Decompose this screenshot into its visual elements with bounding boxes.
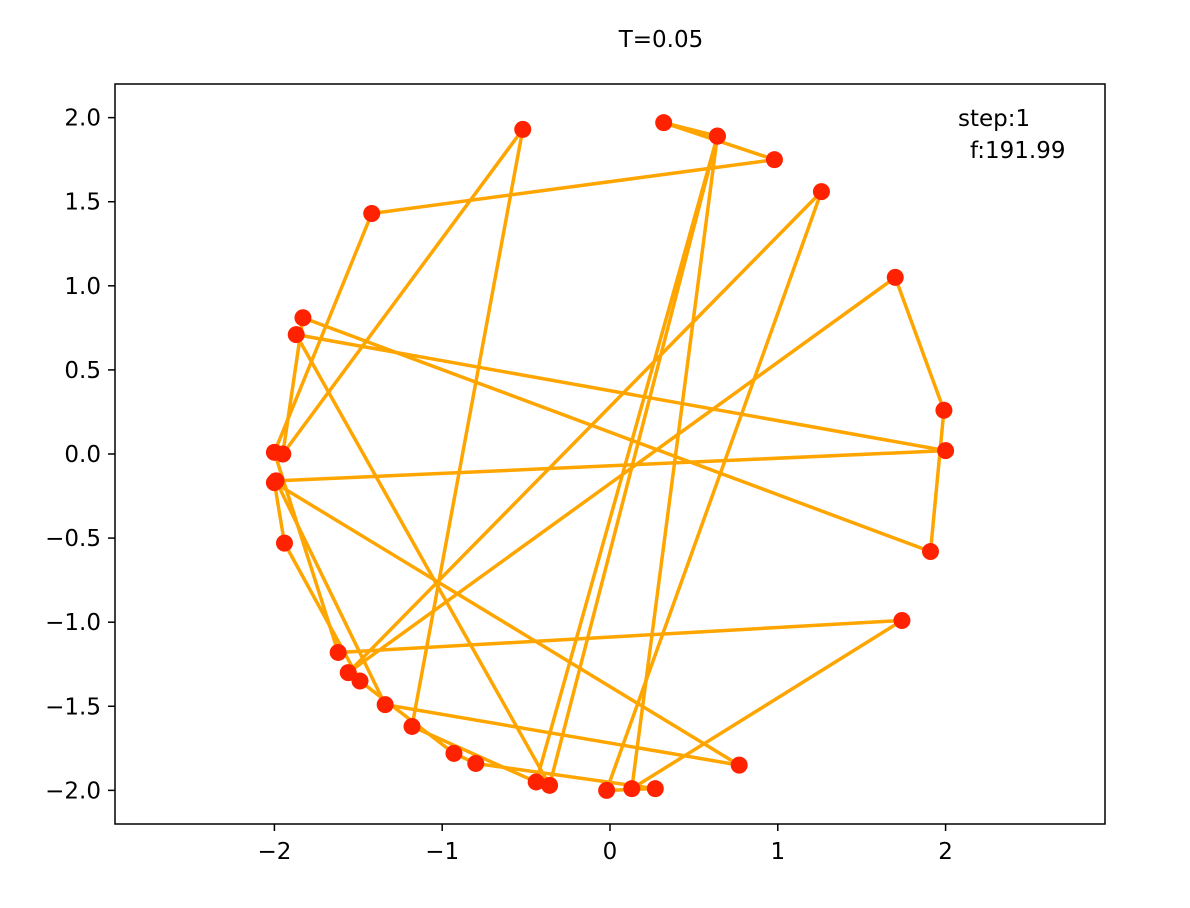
city-point bbox=[376, 696, 394, 714]
route-segment bbox=[301, 316, 933, 554]
route-segment bbox=[274, 479, 387, 707]
y-tick-label: −1.5 bbox=[45, 694, 101, 720]
route-segment bbox=[274, 448, 948, 483]
y-tick-label: −1.0 bbox=[45, 610, 101, 636]
route-segment bbox=[604, 189, 824, 793]
y-tick-label: 1.5 bbox=[64, 190, 101, 216]
city-point bbox=[708, 127, 726, 145]
y-tick-label: 2.0 bbox=[64, 106, 101, 132]
city-point bbox=[937, 442, 955, 460]
city-point bbox=[445, 744, 463, 762]
route-segment bbox=[928, 408, 946, 554]
city-point bbox=[812, 183, 830, 201]
x-axis: −2 −1 0 1 2 bbox=[257, 824, 953, 865]
route-points bbox=[265, 114, 955, 799]
x-tick-label: −2 bbox=[257, 839, 291, 865]
y-axis: 2.0 1.5 1.0 0.5 0.0 −0.5 −1.0 −1.5 −2.0 bbox=[45, 106, 115, 804]
plot-frame bbox=[114, 83, 1106, 825]
route-segment bbox=[534, 134, 720, 784]
route-segment bbox=[630, 618, 904, 791]
route-segment bbox=[281, 127, 525, 456]
route-segment bbox=[294, 332, 552, 788]
route-segment bbox=[282, 541, 362, 683]
city-point bbox=[514, 120, 532, 138]
city-point bbox=[274, 445, 292, 463]
chart-title: T=0.05 bbox=[618, 27, 704, 53]
route-segment bbox=[547, 134, 720, 788]
route-segment bbox=[369, 157, 777, 216]
y-tick-label: 0.5 bbox=[64, 358, 101, 384]
city-point bbox=[467, 754, 485, 772]
city-point bbox=[893, 612, 911, 629]
route-segment bbox=[346, 275, 898, 675]
city-point bbox=[655, 114, 673, 132]
route-segment bbox=[272, 480, 287, 545]
city-point bbox=[363, 205, 381, 222]
route-lines bbox=[272, 120, 948, 793]
y-tick-label: 1.0 bbox=[64, 274, 101, 300]
city-point bbox=[935, 401, 953, 419]
city-point bbox=[294, 309, 312, 327]
city-point bbox=[921, 543, 939, 561]
route-segment bbox=[893, 275, 946, 413]
route-segment bbox=[346, 189, 824, 675]
city-point bbox=[351, 672, 369, 690]
y-tick-label: 0.0 bbox=[64, 442, 101, 468]
route-segment bbox=[358, 679, 456, 756]
route-segment bbox=[272, 480, 741, 767]
annotation-step: step:1 bbox=[958, 106, 1030, 132]
city-point bbox=[287, 326, 305, 344]
city-point bbox=[646, 780, 664, 798]
x-tick-label: 0 bbox=[603, 839, 618, 865]
city-point bbox=[265, 474, 283, 492]
route-segment bbox=[383, 702, 741, 767]
route-segment bbox=[410, 127, 525, 729]
city-point bbox=[623, 780, 641, 798]
y-tick-label: −2.0 bbox=[45, 778, 101, 804]
y-tick-label: −0.5 bbox=[45, 526, 101, 552]
city-point bbox=[329, 643, 347, 661]
route-segment bbox=[336, 618, 904, 655]
city-point bbox=[403, 717, 421, 735]
city-point bbox=[730, 756, 748, 774]
annotation-f: f:191.99 bbox=[970, 138, 1066, 164]
city-point bbox=[765, 151, 783, 169]
city-point bbox=[339, 664, 357, 682]
x-tick-label: 1 bbox=[770, 839, 785, 865]
city-point bbox=[275, 534, 293, 552]
city-point bbox=[527, 773, 545, 791]
city-point bbox=[886, 268, 904, 286]
x-tick-label: 2 bbox=[938, 839, 953, 865]
route-segment bbox=[661, 120, 720, 138]
city-point bbox=[598, 781, 616, 799]
city-point bbox=[541, 776, 559, 794]
x-tick-label: −1 bbox=[425, 839, 459, 865]
